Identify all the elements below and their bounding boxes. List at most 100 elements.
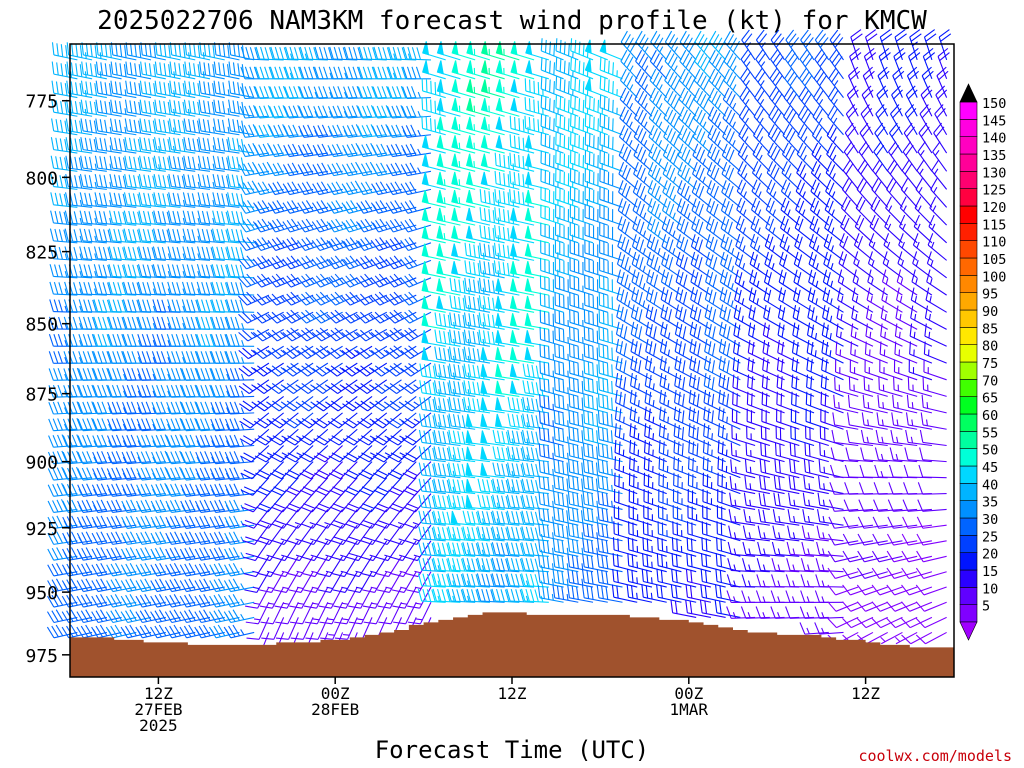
wind-barb: [357, 412, 388, 429]
wind-barb: [843, 499, 874, 512]
wind-barb: [343, 66, 373, 80]
wind-barb: [165, 578, 196, 593]
wind-barb: [198, 80, 225, 99]
wind-barb: [372, 428, 402, 446]
wind-barb: [659, 406, 682, 430]
wind-barb: [271, 524, 299, 545]
wind-barb: [479, 189, 505, 208]
wind-barb: [599, 95, 623, 117]
wind-barb: [166, 316, 196, 330]
wind-barb: [553, 426, 579, 447]
wind-barb: [91, 483, 122, 497]
wind-barb: [848, 66, 861, 98]
wind-barb: [285, 477, 314, 496]
wind-barb: [630, 321, 653, 347]
wind-barb: [64, 264, 93, 279]
wind-barb: [421, 313, 446, 330]
wind-barb: [881, 287, 903, 313]
wind-barb: [198, 118, 225, 136]
wind-barb: [912, 233, 933, 261]
wind-barb: [553, 507, 579, 526]
wind-barb: [840, 214, 859, 244]
wind-barb: [715, 553, 741, 573]
wind-barb: [342, 124, 373, 138]
wind-barb: [375, 524, 402, 545]
wind-barb: [197, 155, 225, 172]
wind-barb: [582, 569, 608, 588]
wind-barb: [615, 389, 638, 414]
wind-barb: [341, 161, 373, 177]
wind-barb: [417, 588, 446, 603]
wind-barb: [888, 482, 918, 495]
wind-barb: [899, 196, 918, 226]
wind-barb: [267, 181, 299, 196]
wind-barb: [795, 197, 815, 226]
wind-barb: [227, 174, 255, 190]
wind-barb: [744, 459, 770, 479]
wind-barb: [333, 586, 358, 609]
wind-barb: [828, 499, 859, 512]
wind-barb: [326, 345, 358, 360]
wind-barb: [303, 586, 329, 609]
wind-barb: [915, 616, 947, 629]
wind-barb: [275, 617, 299, 640]
wind-barb: [238, 328, 270, 342]
wind-barb: [910, 287, 933, 313]
wind-barb: [804, 442, 829, 463]
wind-barb: [704, 338, 726, 364]
wind-barb: [360, 524, 388, 545]
wind-barb: [110, 61, 137, 80]
wind-barb: [598, 292, 623, 313]
wind-barb: [538, 443, 564, 463]
wind-barb: [889, 447, 918, 463]
wind-barb: [567, 585, 594, 603]
wind-barb: [153, 155, 181, 172]
wind-barb: [213, 99, 240, 117]
wind-barb: [181, 281, 210, 296]
wind-barb: [228, 99, 255, 117]
wind-barb: [370, 237, 402, 251]
wind-barb: [123, 246, 152, 261]
wind-barb: [226, 299, 255, 313]
wind-barb: [257, 524, 285, 545]
wind-barb: [169, 61, 196, 80]
wind-barb: [167, 299, 196, 313]
wind-barb: [341, 218, 373, 233]
wind-barb: [891, 85, 903, 117]
wind-barb: [239, 412, 270, 429]
wind-barb: [79, 228, 107, 244]
wind-barb: [239, 105, 269, 119]
wind-barb: [378, 602, 402, 625]
wind-barb: [92, 351, 122, 364]
wind-barb: [312, 345, 343, 360]
wind-barb: [858, 499, 888, 512]
wind-barb: [241, 509, 270, 529]
wind-barb: [284, 461, 314, 480]
wind-barb: [760, 442, 785, 463]
wind-barb: [851, 305, 874, 330]
wind-barb: [844, 482, 873, 495]
wind-barb: [255, 46, 284, 61]
wind-barb: [568, 360, 594, 381]
wind-barb: [747, 339, 771, 364]
colorbar-label: 25: [982, 529, 998, 545]
wind-barb: [252, 237, 284, 251]
wind-barb: [64, 228, 93, 244]
wind-barb: [480, 347, 505, 364]
wind-barb: [630, 338, 653, 364]
wind-barb: [814, 622, 844, 635]
wind-barb: [135, 547, 166, 561]
wind-barb: [125, 80, 152, 99]
wind-barb: [891, 412, 918, 430]
wind-barb: [223, 609, 255, 624]
wind-barb: [225, 316, 255, 330]
colorbar-label: 95: [982, 287, 998, 303]
wind-barb: [700, 553, 726, 573]
wind-barb: [926, 251, 947, 279]
wind-barb: [91, 531, 122, 545]
wind-barb: [841, 178, 859, 208]
wind-barb: [165, 562, 196, 577]
wind-barb: [80, 137, 107, 154]
wind-barb: [771, 558, 800, 573]
wind-barb: [506, 526, 535, 542]
